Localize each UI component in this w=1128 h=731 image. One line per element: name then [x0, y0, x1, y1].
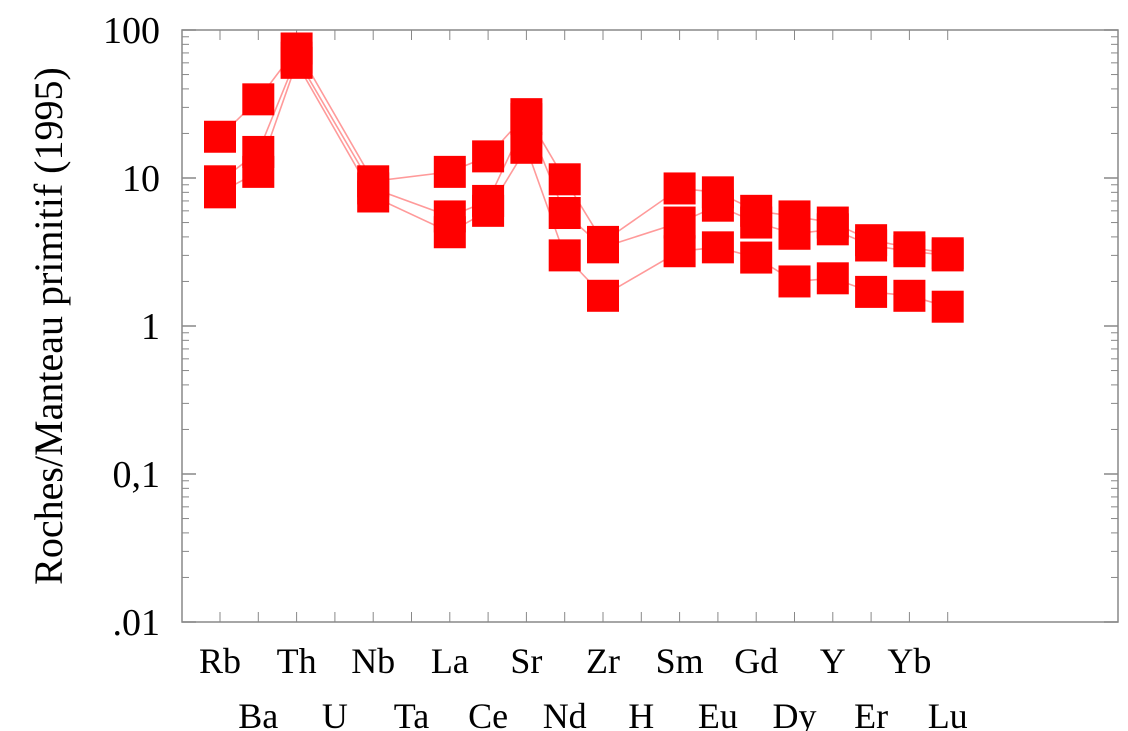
- data-point: [893, 279, 926, 312]
- x-category-label: Nd: [543, 696, 587, 731]
- data-point: [663, 235, 696, 268]
- data-point: [816, 213, 849, 246]
- data-point: [510, 103, 543, 136]
- data-point: [931, 239, 964, 272]
- data-point: [855, 275, 888, 308]
- x-category-label: Th: [277, 641, 317, 681]
- data-point: [816, 262, 849, 295]
- x-category-label: Yb: [887, 641, 931, 681]
- plot-axes: [181, 29, 1119, 623]
- data-point: [204, 120, 236, 153]
- x-category-label: Dy: [773, 696, 817, 731]
- x-category-label: Ce: [468, 696, 508, 731]
- x-category-label: Nb: [351, 641, 395, 681]
- x-category-label: Er: [854, 696, 888, 731]
- x-category-label: U: [322, 696, 348, 731]
- data-point: [548, 239, 581, 272]
- data-point: [701, 189, 734, 222]
- y-tick-label: 10: [122, 158, 160, 200]
- plot-frame: [181, 29, 1119, 623]
- data-point: [663, 206, 696, 239]
- x-category-label: Zr: [586, 641, 620, 681]
- data-point: [472, 194, 505, 227]
- x-category-label: Eu: [698, 696, 738, 731]
- data-point: [204, 176, 236, 209]
- y-tick-label: 0,1: [113, 454, 161, 496]
- x-category-label: Sm: [656, 641, 704, 681]
- data-point: [280, 46, 313, 79]
- x-category-label: Ta: [394, 696, 429, 731]
- data-point: [433, 155, 466, 188]
- y-tick-label: 1: [141, 306, 160, 348]
- data-point: [701, 231, 734, 264]
- data-point: [433, 216, 466, 249]
- data-point: [931, 290, 964, 323]
- data-point: [778, 217, 811, 250]
- x-category-label: Gd: [734, 641, 778, 681]
- data-point: [740, 241, 773, 274]
- data-point: [472, 140, 505, 173]
- data-point: [740, 206, 773, 239]
- x-category-label: Rb: [199, 641, 241, 681]
- x-category-label: Y: [820, 641, 846, 681]
- data-point: [893, 235, 926, 268]
- y-tick-label: 100: [103, 10, 160, 52]
- x-category-label: H: [628, 696, 654, 731]
- x-category-label: La: [431, 641, 469, 681]
- y-axis-title: Roches/Manteau primitif (1995): [26, 67, 71, 585]
- data-point: [587, 231, 619, 264]
- data-point: [778, 265, 811, 298]
- data-point: [587, 279, 619, 312]
- data-point: [663, 172, 696, 205]
- series-points: [204, 32, 964, 323]
- x-category-label: Sr: [510, 641, 542, 681]
- data-point: [510, 131, 543, 164]
- data-point: [548, 163, 581, 196]
- data-point: [548, 197, 581, 230]
- y-tick-label: .01: [113, 602, 161, 644]
- data-point: [242, 155, 275, 188]
- data-point: [855, 229, 888, 262]
- data-point: [242, 83, 275, 116]
- x-category-label: Lu: [928, 696, 968, 731]
- data-point: [357, 180, 390, 213]
- x-category-label: Ba: [238, 696, 278, 731]
